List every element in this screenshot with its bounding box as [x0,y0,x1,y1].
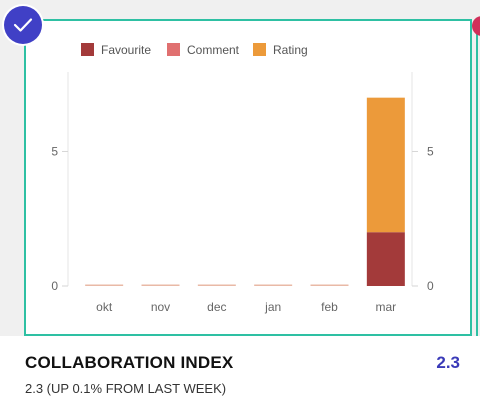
right-tick-label-5: 5 [427,144,434,158]
legend-label-rating: Rating [273,43,308,57]
bar-dec-baseline [197,284,236,286]
bar-jan-baseline [254,284,293,286]
next-card-edge [476,30,478,336]
card-title: COLLABORATION INDEX [25,353,234,372]
selected-badge[interactable] [4,6,42,44]
card-footer: COLLABORATION INDEX 2.3 2.3 (UP 0.1% FRO… [0,336,480,413]
x-label-dec: dec [207,300,226,314]
x-label-jan: jan [264,300,281,314]
bar-okt-baseline [85,284,124,286]
legend-swatch-rating [253,43,266,56]
x-label-mar: mar [375,300,396,314]
x-label-feb: feb [321,300,338,314]
bar-feb-baseline [310,284,349,286]
x-label-okt: okt [96,300,113,314]
right-tick-label-0: 0 [427,279,434,293]
check-icon [13,18,33,32]
legend-swatch-comment [167,43,180,56]
chart-bars [85,97,405,286]
card-subtitle: 2.3 (UP 0.1% FROM LAST WEEK) [25,381,227,396]
x-axis-labels: okt nov dec jan feb mar [96,300,396,314]
bar-mar-rating [366,97,405,233]
left-tick-label-0: 0 [51,279,58,293]
chart-legend: Favourite Comment Rating [81,43,308,57]
chart-axes: 0 0 5 5 [51,72,434,293]
legend-swatch-favourite [81,43,94,56]
legend-label-comment: Comment [187,43,240,57]
legend-label-favourite: Favourite [101,43,151,57]
bar-chart: Favourite Comment Rating 0 0 5 5 okt nov dec jan… [51,43,434,314]
bar-nov-baseline [141,284,180,286]
x-label-nov: nov [151,300,170,314]
next-card-badge [472,16,480,36]
bar-mar-favourite [366,232,405,286]
left-tick-label-5: 5 [51,144,58,158]
card-value: 2.3 [436,353,460,372]
